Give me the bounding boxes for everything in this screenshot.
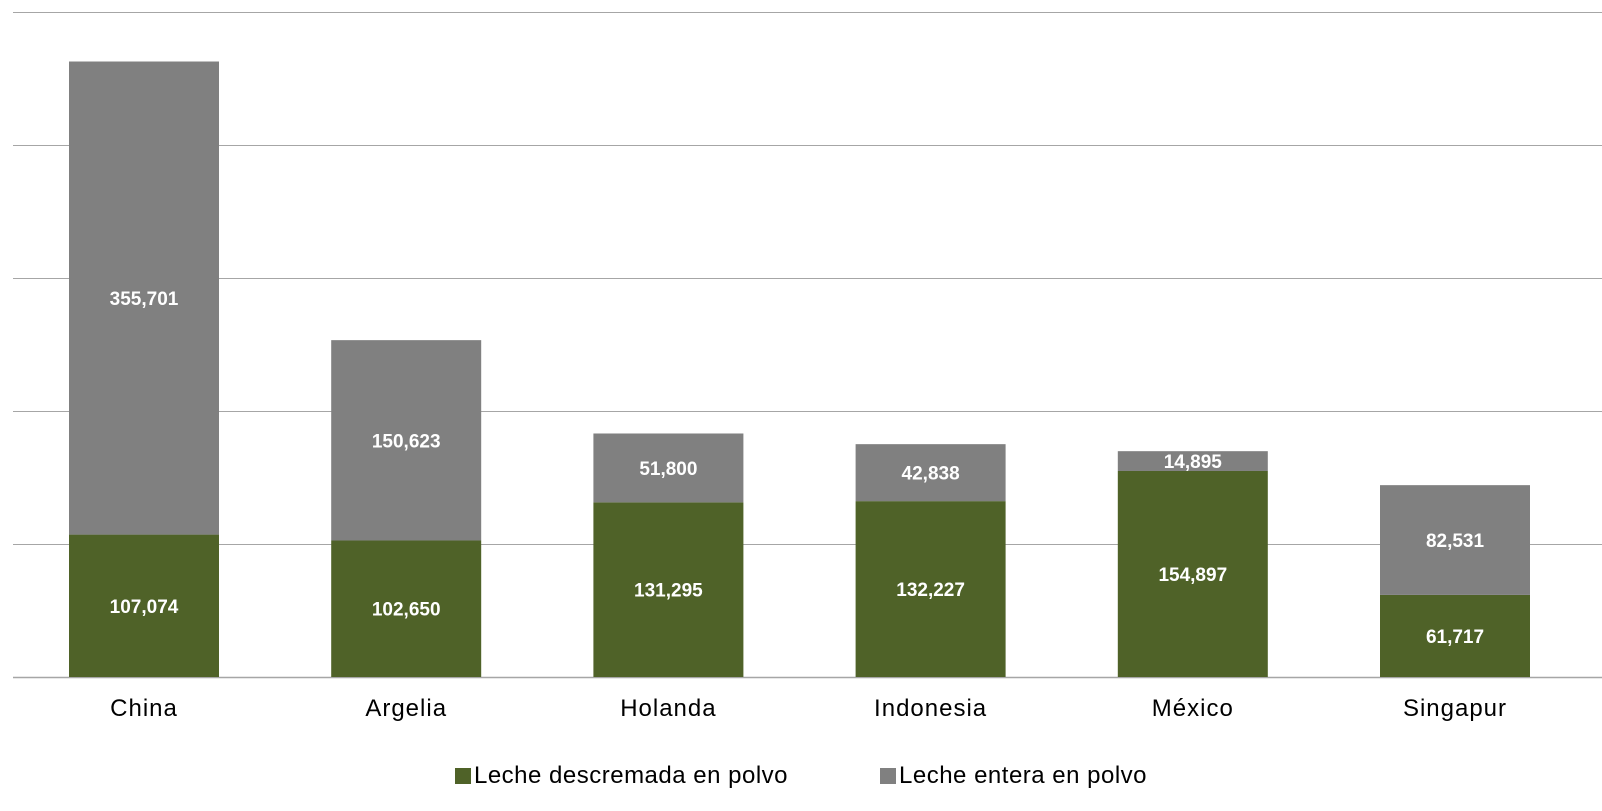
legend-label-skim-milk: Leche descremada en polvo	[473, 762, 789, 789]
category-label: México	[1152, 695, 1234, 722]
data-label: 107,074	[110, 597, 179, 618]
bar-segment	[69, 534, 219, 677]
data-label: 355,701	[110, 289, 179, 310]
data-label: 82,531	[1426, 531, 1485, 552]
bar-segment	[1117, 470, 1268, 677]
data-label: 132,227	[896, 580, 965, 601]
bar-segment	[593, 502, 744, 677]
data-label: 154,897	[1158, 565, 1227, 586]
legend: Leche descremada en polvo Leche entera e…	[0, 762, 1602, 790]
bar-segment	[855, 444, 1006, 502]
bars	[69, 61, 1530, 677]
legend-swatch-skim-milk	[454, 768, 471, 784]
category-axis: China Argelia Holanda Indonesia México Singap…	[110, 695, 1507, 722]
legend-swatch-whole-milk	[880, 768, 897, 784]
bar-segment	[69, 61, 219, 535]
bar-segment	[1380, 594, 1530, 677]
category-label: Holanda	[620, 695, 716, 722]
category-label: China	[110, 695, 178, 722]
legend-label-whole-milk: Leche entera en polvo	[899, 762, 1148, 789]
legend-item-whole-milk: Leche entera en polvo	[880, 762, 1147, 790]
data-label: 42,838	[902, 464, 960, 485]
gridlines	[13, 12, 1602, 679]
data-label: 61,717	[1426, 627, 1484, 648]
bar-segment	[593, 433, 744, 503]
data-labels: 107,074 355,701 102,650 150,623 131,295 51,80…	[110, 289, 1485, 648]
bar-segment	[1380, 485, 1530, 595]
data-label: 150,623	[372, 431, 441, 452]
data-label: 14,895	[1164, 452, 1223, 473]
bar-segment	[331, 340, 482, 541]
data-label: 102,650	[372, 600, 441, 621]
category-label: Indonesia	[874, 695, 987, 722]
category-label: Argelia	[365, 695, 447, 722]
bar-segment	[331, 540, 482, 677]
category-label: Singapur	[1403, 695, 1507, 722]
bar-segment	[1117, 451, 1268, 471]
data-label: 51,800	[639, 459, 697, 480]
data-label: 131,295	[634, 581, 703, 602]
legend-item-skim-milk: Leche descremada en polvo	[454, 762, 789, 790]
bar-segment	[855, 501, 1006, 677]
